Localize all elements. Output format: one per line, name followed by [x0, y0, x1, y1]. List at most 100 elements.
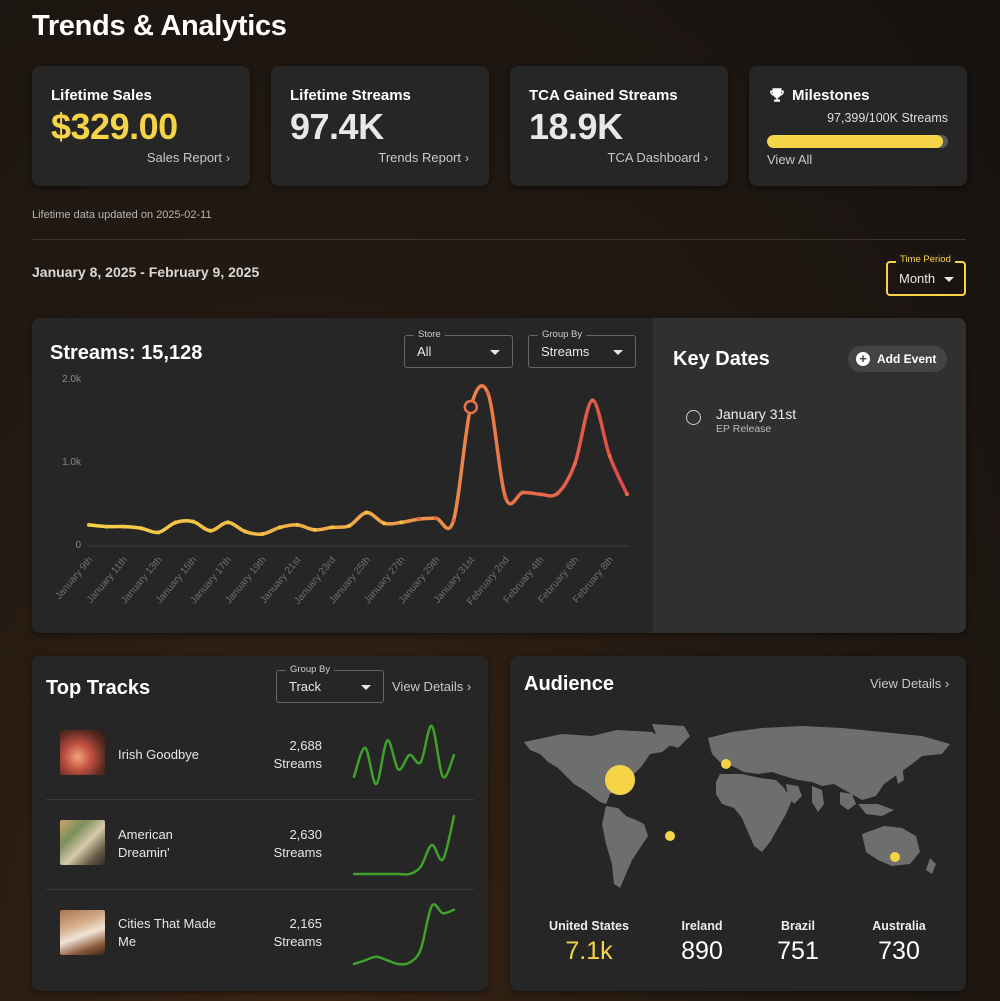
track-stream-count: 2,165 Streams: [274, 915, 322, 951]
track-name: Irish Goodbye: [118, 747, 199, 762]
map-dot-ireland[interactable]: [721, 759, 731, 769]
data-point[interactable]: [538, 492, 543, 497]
data-point[interactable]: [312, 527, 317, 532]
key-date-date: January 31st: [716, 406, 797, 422]
track-stream-count: 2,630 Streams: [274, 826, 322, 862]
country-value: 730: [878, 937, 920, 965]
track-name: Cities That Made Me: [118, 916, 217, 949]
data-point[interactable]: [121, 524, 126, 529]
select-label: Time Period: [896, 254, 955, 265]
caret-down-icon: [361, 685, 371, 690]
data-point[interactable]: [399, 520, 404, 525]
data-point[interactable]: [607, 454, 612, 459]
data-point[interactable]: [156, 530, 161, 535]
chevron-right-icon: ›: [466, 679, 472, 694]
data-point[interactable]: [191, 519, 196, 524]
track-count-value: 2,165: [289, 916, 322, 931]
y-tick-label: 2.0k: [62, 374, 82, 385]
track-row[interactable]: Cities That Made Me 2,165 Streams: [32, 890, 488, 980]
data-point[interactable]: [208, 528, 213, 533]
tracks-group-by-select[interactable]: Group By Track: [276, 664, 384, 703]
country-name: Brazil: [780, 919, 816, 933]
milestone-progress-bar: [767, 135, 948, 148]
data-point[interactable]: [139, 526, 144, 531]
data-point[interactable]: [555, 491, 560, 496]
data-point[interactable]: [503, 495, 508, 500]
map-dot-brazil[interactable]: [665, 831, 675, 841]
data-point[interactable]: [520, 490, 525, 495]
data-point[interactable]: [416, 517, 421, 522]
data-point[interactable]: [277, 525, 282, 530]
sparkline-path: [352, 903, 456, 966]
card-title: Lifetime Streams: [290, 87, 411, 104]
time-period-select[interactable]: Time Period Month: [886, 254, 966, 296]
add-event-button[interactable]: + Add Event: [848, 346, 947, 372]
country-name: United States: [549, 919, 629, 933]
data-point[interactable]: [451, 518, 456, 523]
track-row[interactable]: American Dreamin' 2,630 Streams: [32, 800, 488, 890]
tca-dashboard-link[interactable]: TCA Dashboard ›: [608, 150, 709, 165]
card-value: 18.9K: [529, 106, 623, 147]
track-row[interactable]: Irish Goodbye 2,688 Streams: [32, 710, 488, 800]
page-title: Trends & Analytics: [32, 10, 287, 42]
data-point[interactable]: [260, 532, 265, 537]
data-point[interactable]: [104, 524, 109, 529]
data-point[interactable]: [295, 522, 300, 527]
audience-view-details-link[interactable]: View Details ›: [870, 676, 949, 691]
trends-report-link[interactable]: Trends Report ›: [378, 150, 469, 165]
key-dates-title: Key Dates: [673, 348, 770, 370]
data-point[interactable]: [329, 525, 334, 530]
caret-down-icon: [944, 277, 954, 282]
select-label: Group By: [286, 664, 335, 675]
map-dot-australia[interactable]: [890, 852, 900, 862]
chevron-right-icon: ›: [704, 151, 708, 165]
world-map: [524, 724, 950, 888]
audience-title: Audience: [524, 673, 615, 695]
track-sparkline: [352, 724, 456, 786]
card-title: Lifetime Sales: [51, 87, 152, 104]
data-point[interactable]: [572, 461, 577, 466]
data-point[interactable]: [486, 391, 491, 396]
lifetime-sales-card: Lifetime Sales $329.00 Sales Report ›: [32, 66, 250, 186]
divider: [32, 239, 966, 240]
view-all-link[interactable]: View All: [767, 152, 813, 167]
link-label: TCA Dashboard: [607, 150, 701, 165]
key-date-item[interactable]: January 31st EP Release: [686, 406, 946, 446]
divider: [46, 799, 474, 800]
highlighted-data-point[interactable]: [463, 399, 479, 415]
country-value: 890: [681, 937, 723, 965]
track-name: American Dreamin': [118, 827, 173, 860]
tracks-view-details-link[interactable]: View Details ›: [392, 679, 471, 694]
sales-report-link[interactable]: Sales Report ›: [147, 150, 230, 165]
y-tick-label: 0: [75, 540, 81, 551]
streams-series-line: [87, 384, 629, 536]
select-label: Store: [414, 329, 445, 340]
group-by-select[interactable]: Group By Streams: [528, 329, 636, 368]
link-label: Sales Report: [146, 150, 222, 165]
data-point[interactable]: [625, 492, 629, 497]
sparkline-path: [352, 724, 456, 786]
select-value: Streams: [541, 344, 590, 359]
data-point[interactable]: [243, 529, 248, 534]
track-artwork: [60, 820, 105, 865]
data-point[interactable]: [173, 520, 178, 525]
select-value: Track: [289, 679, 322, 694]
store-select[interactable]: Store All: [404, 329, 513, 368]
data-point[interactable]: [382, 521, 387, 526]
milestone-progress-text: 97,399/100K Streams: [827, 111, 948, 125]
audience-panel: Audience View Details › United States 7.…: [510, 656, 966, 991]
map-dot-united-states[interactable]: [605, 765, 635, 795]
data-point[interactable]: [434, 516, 439, 521]
data-point[interactable]: [87, 522, 91, 527]
milestones-card: Milestones 97,399/100K Streams View All: [749, 66, 967, 186]
country-value: 7.1k: [565, 937, 613, 965]
data-point[interactable]: [590, 398, 595, 403]
country-stat-ireland: Ireland 890: [647, 919, 757, 966]
trophy-icon: [770, 88, 784, 102]
streams-panel: 0 1.0k 2.0k January 9th January 11th January …: [32, 318, 966, 633]
country-stat-brazil: Brazil 751: [743, 919, 853, 966]
data-point[interactable]: [225, 520, 230, 525]
data-point[interactable]: [364, 510, 369, 515]
data-point[interactable]: [347, 523, 352, 528]
radio-icon[interactable]: [686, 410, 701, 425]
